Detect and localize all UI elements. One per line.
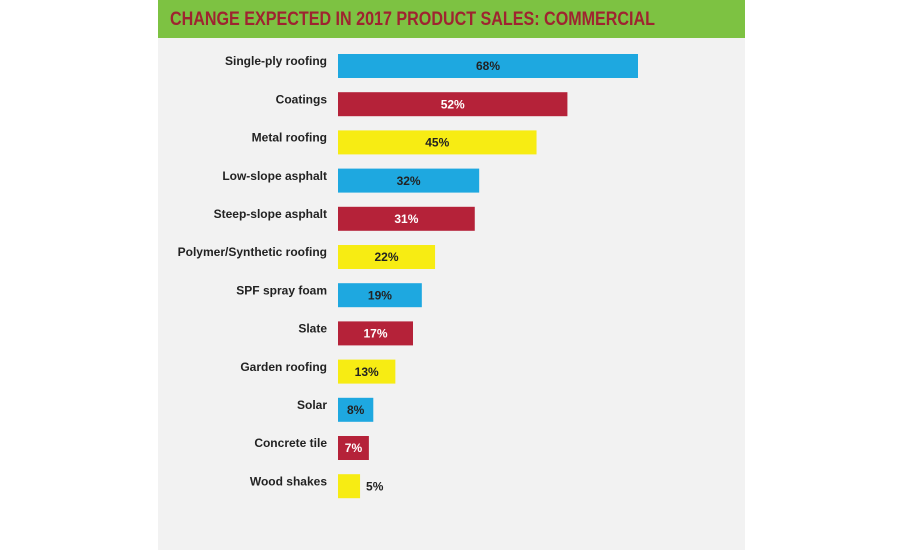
category-label: Solar (297, 398, 327, 412)
panel (158, 0, 745, 550)
value-label: 45% (425, 136, 449, 150)
category-label: Slate (298, 322, 327, 336)
bar (338, 283, 422, 308)
value-label: 13% (355, 365, 379, 379)
category-label: Garden roofing (240, 360, 327, 374)
value-label: 5% (366, 479, 384, 493)
bar (338, 130, 537, 155)
value-label: 32% (397, 174, 421, 188)
category-label: Single-ply roofing (225, 54, 327, 68)
category-label: Concrete tile (254, 436, 327, 450)
category-label: Low-slope asphalt (222, 169, 327, 183)
value-label: 17% (363, 327, 387, 341)
bar (338, 206, 475, 231)
bar (338, 397, 374, 422)
value-label: 19% (368, 288, 392, 302)
value-label: 52% (441, 97, 465, 111)
bar (338, 245, 436, 269)
bar (338, 168, 480, 193)
category-label: Metal roofing (252, 131, 327, 145)
bar (338, 321, 413, 346)
value-label: 31% (394, 212, 418, 226)
value-label: 8% (347, 403, 365, 417)
title-bar (158, 0, 745, 38)
category-label: Steep-slope asphalt (214, 207, 327, 221)
category-label: SPF spray foam (236, 283, 327, 297)
bar (338, 436, 369, 460)
value-label: 22% (375, 250, 399, 264)
bar (338, 474, 361, 499)
value-label: 7% (345, 441, 363, 455)
bar (338, 359, 396, 384)
bar (338, 54, 638, 78)
bar (338, 92, 568, 117)
category-label: Polymer/Synthetic roofing (178, 245, 327, 259)
chart-title: CHANGE EXPECTED IN 2017 PRODUCT SALES: C… (170, 9, 655, 30)
value-label: 68% (476, 59, 500, 73)
category-label: Wood shakes (250, 474, 327, 488)
category-label: Coatings (276, 92, 328, 106)
